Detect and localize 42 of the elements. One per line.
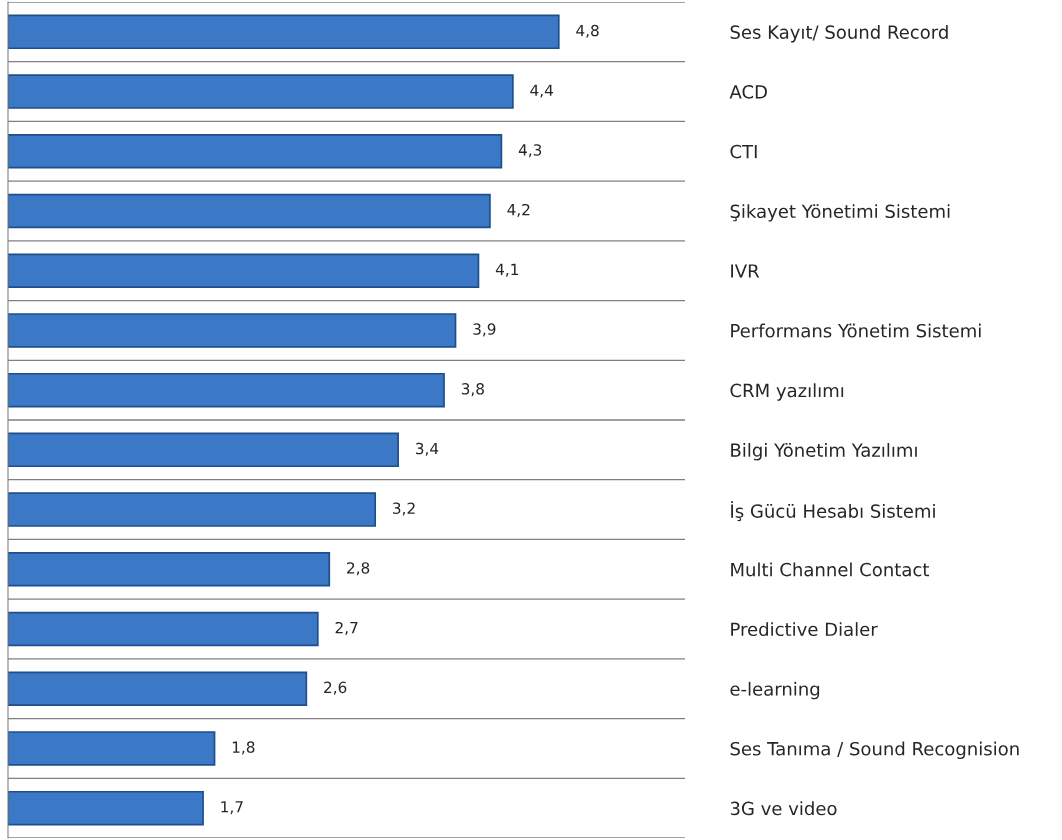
y-tick-label: IVR (731, 264, 760, 278)
data-label: 1,8 (232, 741, 255, 755)
data-label: 4,1 (495, 263, 519, 277)
data-label: 2,7 (335, 621, 358, 635)
data-label: 3,9 (473, 323, 496, 337)
bar (8, 74, 514, 109)
bar (8, 790, 204, 826)
y-tick-label: Bilgi Yönetim Yazılımı (731, 443, 917, 461)
bar (8, 731, 216, 766)
y-tick-label: İş Gücü Hesabı Sistemi (731, 501, 935, 522)
bar (8, 432, 399, 468)
bar (8, 671, 308, 706)
bar (8, 313, 457, 348)
y-tick-label: Predictive Dialer (731, 622, 878, 637)
y-tick-label: Performans Yönetim Sistemi (731, 323, 981, 338)
data-label: 4,3 (518, 144, 542, 158)
y-tick-label: 3G ve video (730, 801, 837, 816)
bar (8, 492, 377, 527)
bar (8, 611, 319, 647)
y-tick-label: ACD (729, 85, 767, 99)
y-tick-label: Şikayet Yönetimi Sistemi (730, 204, 950, 222)
data-label: 2,6 (324, 681, 347, 695)
data-label: 4,8 (576, 24, 599, 38)
bar (8, 193, 491, 229)
bar (8, 372, 445, 408)
bar (8, 552, 331, 587)
data-label: 3,8 (461, 383, 484, 397)
y-tick-label: CRM yazılımı (730, 383, 844, 401)
y-tick-label: e-learning (730, 681, 820, 700)
y-tick-label: Multi Channel Contact (731, 562, 929, 577)
data-label: 4,2 (507, 203, 530, 217)
bar (8, 14, 560, 50)
bar (8, 134, 503, 169)
y-tick-label: Ses Tanıma / Sound Recognision (730, 741, 1019, 760)
data-label: 2,8 (347, 562, 370, 576)
data-label: 1,7 (221, 801, 243, 815)
bar (8, 253, 480, 288)
data-label: 4,4 (530, 84, 553, 98)
data-label: 3,4 (415, 442, 439, 456)
data-label: 3,2 (393, 502, 415, 516)
y-tick-label: CTI (730, 144, 757, 159)
y-tick-label: Ses Kayıt/ Sound Record (730, 25, 948, 43)
